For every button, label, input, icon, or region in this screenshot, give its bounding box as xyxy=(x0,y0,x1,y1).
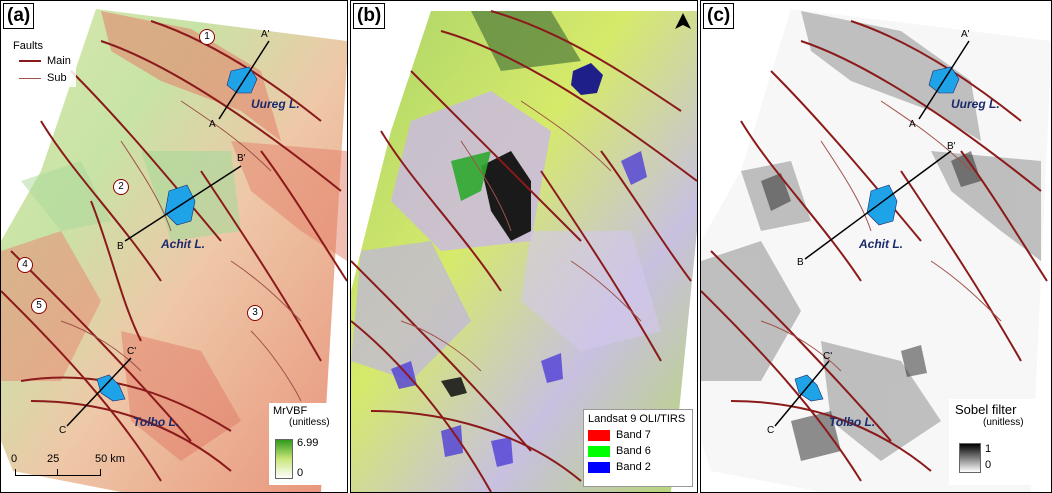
profile-b-end: B' xyxy=(947,141,956,152)
mrvbf-legend-title: MrVBF xyxy=(273,405,308,417)
band-2-label: Band 2 xyxy=(616,461,651,473)
profile-b-start: B xyxy=(117,241,124,252)
uureg-lake-label: Uureg L. xyxy=(251,97,300,111)
faults-legend: Faults Main Sub xyxy=(9,37,76,87)
profile-b-line xyxy=(124,165,242,242)
sobel-color-ramp xyxy=(959,443,981,473)
uureg-lake xyxy=(226,66,258,94)
panel-label: (a) xyxy=(3,3,35,29)
profile-c-end: C' xyxy=(127,346,137,357)
scale-bar: 0 25 50 km xyxy=(11,453,131,483)
main-fault-swatch xyxy=(19,60,41,62)
tolbo-lake-label: Tolbo L. xyxy=(829,415,876,429)
sobel-legend-title: Sobel filter xyxy=(955,402,1017,417)
profile-b-line xyxy=(804,150,952,260)
fault-number-2: 2 xyxy=(113,179,129,195)
profile-a-start: A xyxy=(209,119,216,130)
panel-label: (b) xyxy=(353,3,386,29)
main-fault-label: Main xyxy=(47,55,71,67)
faults-legend-title: Faults xyxy=(13,40,43,52)
main-faults xyxy=(1,20,347,482)
sobel-legend: Sobel filter (unitless) 1 0 xyxy=(949,399,1045,485)
achit-lake-label: Achit L. xyxy=(161,237,205,251)
uureg-lake-label: Uureg L. xyxy=(951,97,1000,111)
sobel-max: 1 xyxy=(985,443,992,455)
main-faults xyxy=(351,10,697,492)
fault-number-3: 3 xyxy=(247,305,263,321)
sobel-min: 0 xyxy=(985,459,992,471)
scale-tick-25: 25 xyxy=(47,453,60,465)
achit-lake-dark xyxy=(481,151,531,241)
band-2-entry: Band 2 xyxy=(588,461,692,473)
fault-number-5: 5 xyxy=(31,298,47,314)
mrvbf-legend: MrVBF (unitless) 6.99 0 xyxy=(269,403,341,485)
uureg-lake-dark xyxy=(571,63,603,95)
landsat-legend: Landsat 9 OLI/TIRS Band 7 Band 6 Band 2 xyxy=(583,409,693,487)
landsat-legend-title: Landsat 9 OLI/TIRS xyxy=(588,413,686,425)
profile-a-end: A' xyxy=(261,29,270,40)
scale-tick-50: 50 km xyxy=(95,453,125,465)
profile-a-end: A' xyxy=(961,29,970,40)
scale-bar-line xyxy=(15,469,101,476)
mrvbf-legend-unit: (unitless) xyxy=(289,417,330,428)
panel-c-sobel-map: (c) A' A B' B C' C Uureg L. Achit L. Tol… xyxy=(700,0,1052,493)
panel-label: (c) xyxy=(703,3,735,29)
sobel-legend-unit: (unitless) xyxy=(983,417,1024,428)
scale-tick-0: 0 xyxy=(11,453,18,465)
profile-a-start: A xyxy=(909,119,916,130)
achit-lake-label: Achit L. xyxy=(859,237,903,251)
tolbo-lake xyxy=(96,374,126,402)
mrvbf-min: 0 xyxy=(297,467,304,479)
sobel-filter-image xyxy=(701,9,1051,492)
profile-c-start: C xyxy=(767,425,775,436)
profile-c-start: C xyxy=(59,425,67,436)
profile-c-end: C' xyxy=(823,351,833,362)
profile-c-line xyxy=(774,360,830,427)
band-6-swatch xyxy=(588,445,610,457)
band-6-entry: Band 6 xyxy=(588,445,692,457)
sub-faults xyxy=(60,100,302,402)
mrvbf-color-ramp xyxy=(275,439,293,479)
band-6-label: Band 6 xyxy=(616,445,651,457)
band-7-entry: Band 7 xyxy=(588,429,692,441)
north-arrow-icon xyxy=(675,13,691,29)
profile-b-start: B xyxy=(797,257,804,268)
sub-fault-swatch xyxy=(19,77,41,79)
panel-a-mrvbf-map: (a) Faults Main Sub 1 2 3 4 5 A' A B' B … xyxy=(0,0,348,493)
panel-b-landsat-map: (b) Landsat 9 OLI/TIRS Band 7 Band 6 Ban… xyxy=(350,0,698,493)
mrvbf-max: 6.99 xyxy=(297,437,319,449)
fault-number-4: 4 xyxy=(17,257,33,273)
profile-a-line xyxy=(918,40,970,120)
sub-fault-label: Sub xyxy=(47,72,67,84)
sub-faults xyxy=(400,100,642,372)
landsat-composite-image xyxy=(351,10,697,492)
tolbo-lake-label: Tolbo L. xyxy=(133,415,180,429)
mrvbf-map-image xyxy=(1,9,347,492)
band-7-swatch xyxy=(588,429,610,441)
band-2-swatch xyxy=(588,461,610,473)
profile-b-end: B' xyxy=(237,153,246,164)
profile-c-line xyxy=(66,357,132,427)
sub-faults xyxy=(760,100,1002,372)
main-faults xyxy=(701,20,1048,482)
fault-number-1: 1 xyxy=(199,29,215,45)
profile-a-line xyxy=(218,40,270,120)
band-7-label: Band 7 xyxy=(616,429,651,441)
raster-footprint xyxy=(701,9,1051,492)
